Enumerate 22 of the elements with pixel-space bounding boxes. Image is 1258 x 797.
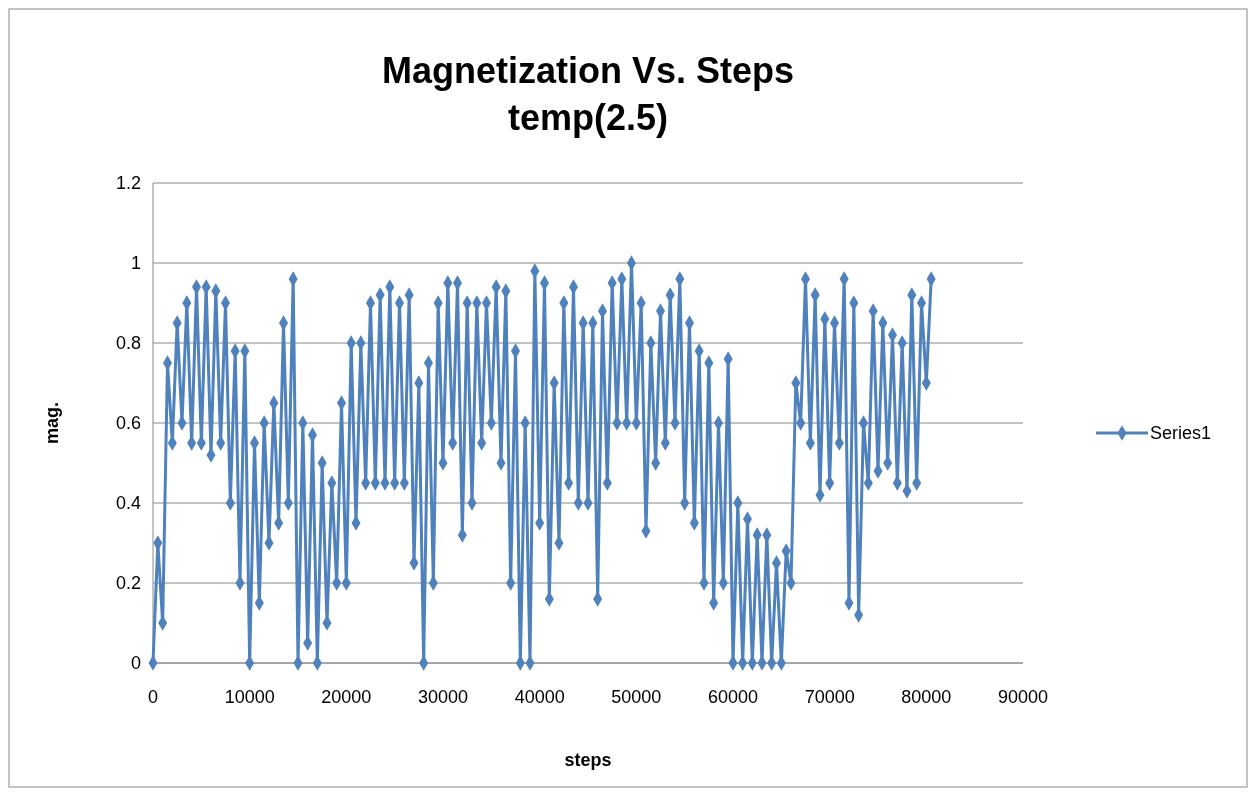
y-tick-label: 0.4	[115, 493, 141, 514]
x-tick-label: 70000	[804, 687, 855, 707]
y-tick-label: 1.2	[115, 173, 141, 194]
x-tick-label: 90000	[997, 687, 1049, 707]
x-axis-title: steps	[564, 750, 612, 770]
x-tick-label: 40000	[514, 687, 565, 707]
y-axis-title: mag.	[42, 401, 62, 445]
x-tick-label: 30000	[417, 687, 469, 707]
x-tick-label: 0	[147, 687, 159, 707]
chart-subtitle: temp(2.5)	[507, 97, 669, 138]
x-tick-label: 50000	[611, 687, 662, 707]
legend-label: Series1	[1150, 423, 1212, 444]
x-tick-label: 80000	[901, 687, 952, 707]
y-tick-label: 0	[130, 653, 141, 674]
y-tick-label: 0.6	[115, 413, 141, 434]
x-tick-label: 10000	[224, 687, 275, 707]
x-tick-label: 60000	[707, 687, 759, 707]
y-tick-label: 0.2	[115, 573, 141, 594]
chart-title: Magnetization Vs. Steps	[381, 50, 795, 91]
x-tick-label: 20000	[321, 687, 372, 707]
y-tick-label: 0.8	[115, 333, 141, 354]
y-tick-label: 1	[130, 253, 141, 274]
